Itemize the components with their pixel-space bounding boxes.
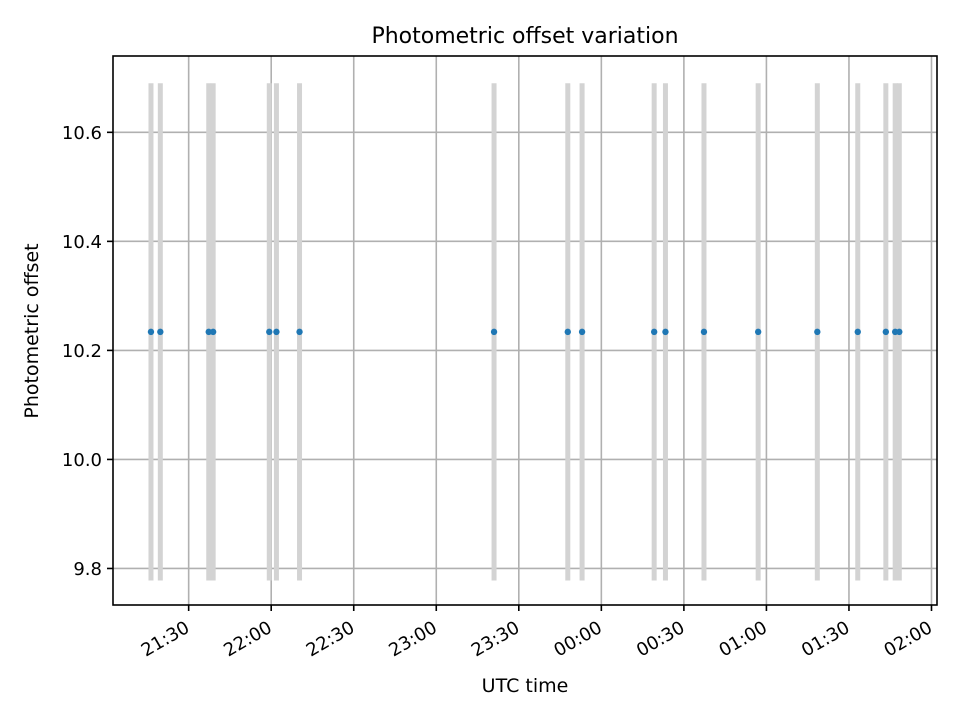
- plot-frame: [112, 55, 938, 606]
- y-tick-label: 9.8: [73, 559, 102, 580]
- data-point: [662, 328, 669, 336]
- x-tick-label: 00:30: [633, 617, 688, 661]
- x-tick-label: 02:00: [881, 617, 936, 661]
- data-point: [273, 328, 280, 336]
- data-point: [700, 328, 708, 336]
- data-point: [147, 328, 155, 336]
- data-point: [157, 328, 164, 336]
- data-point: [814, 328, 821, 336]
- x-ticks: 21:30 22:00 22:30 23:00 23:30 00:00 00:30 01:00…: [138, 605, 936, 661]
- data-point: [650, 328, 658, 336]
- data-point: [205, 328, 212, 336]
- x-tick-label: 21:30: [138, 617, 193, 661]
- x-tick-label: 01:30: [798, 617, 853, 661]
- x-axis-label: UTC time: [482, 675, 569, 697]
- data-point: [882, 328, 890, 336]
- error-bars: [148, 83, 902, 581]
- x-tick-label: 00:00: [550, 617, 605, 661]
- data-point: [209, 328, 217, 336]
- y-ticks: 9.8 10.0 10.2 10.4 10.6: [62, 123, 113, 580]
- data-point: [296, 328, 303, 336]
- x-tick-label: 22:30: [303, 617, 358, 661]
- data-point: [490, 328, 498, 336]
- data-point: [564, 328, 571, 336]
- data-point: [578, 328, 586, 336]
- x-tick-label: 23:30: [468, 617, 523, 661]
- x-tick-label: 23:00: [385, 617, 440, 661]
- x-tick-label: 22:00: [220, 617, 275, 661]
- chart-title: Photometric offset variation: [371, 24, 678, 49]
- y-axis-label: Photometric offset: [21, 243, 43, 418]
- data-point: [896, 328, 903, 336]
- grid-lines: [113, 56, 937, 605]
- y-tick-label: 10.0: [62, 450, 102, 471]
- y-tick-label: 10.6: [62, 123, 102, 144]
- data-points: [147, 328, 903, 336]
- data-point: [266, 328, 273, 336]
- data-point: [854, 328, 861, 336]
- y-tick-label: 10.2: [62, 341, 102, 362]
- y-tick-label: 10.4: [62, 232, 102, 253]
- data-point: [754, 328, 762, 336]
- x-tick-label: 01:00: [715, 617, 770, 661]
